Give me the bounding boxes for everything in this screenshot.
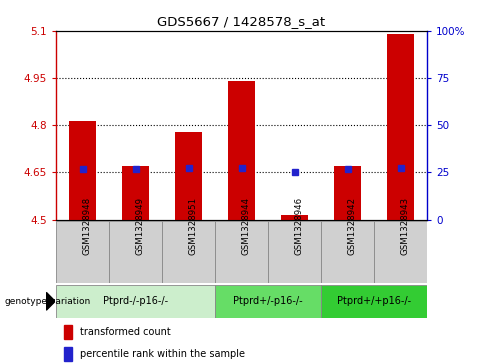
Bar: [321, 221, 374, 283]
Bar: [334, 166, 361, 220]
Text: transformed count: transformed count: [80, 327, 171, 337]
Bar: [63, 325, 72, 339]
Text: GSM1328948: GSM1328948: [82, 197, 92, 256]
Bar: [56, 285, 215, 318]
Bar: [281, 215, 308, 220]
Bar: [69, 121, 96, 220]
Text: Ptprd-/-p16-/-: Ptprd-/-p16-/-: [103, 296, 168, 306]
Bar: [122, 166, 149, 220]
Text: Ptprd+/+p16-/-: Ptprd+/+p16-/-: [337, 296, 411, 306]
Bar: [175, 131, 202, 220]
Text: GSM1328951: GSM1328951: [188, 197, 198, 256]
Title: GDS5667 / 1428578_s_at: GDS5667 / 1428578_s_at: [158, 15, 325, 28]
Text: percentile rank within the sample: percentile rank within the sample: [80, 349, 245, 359]
Bar: [321, 285, 427, 318]
Bar: [215, 285, 321, 318]
Bar: [162, 221, 215, 283]
Text: GSM1328942: GSM1328942: [347, 197, 357, 256]
Text: GSM1328946: GSM1328946: [295, 197, 304, 256]
Text: Ptprd+/-p16-/-: Ptprd+/-p16-/-: [233, 296, 303, 306]
Bar: [387, 34, 414, 220]
Text: GSM1328943: GSM1328943: [401, 197, 409, 256]
Text: GSM1328944: GSM1328944: [242, 197, 250, 256]
Bar: [63, 347, 72, 361]
Bar: [56, 221, 109, 283]
Bar: [374, 221, 427, 283]
Bar: [268, 221, 321, 283]
Bar: [215, 221, 268, 283]
Bar: [228, 81, 255, 220]
Text: genotype/variation: genotype/variation: [5, 297, 91, 306]
Text: GSM1328949: GSM1328949: [136, 197, 144, 255]
Polygon shape: [46, 293, 55, 310]
Bar: [109, 221, 162, 283]
